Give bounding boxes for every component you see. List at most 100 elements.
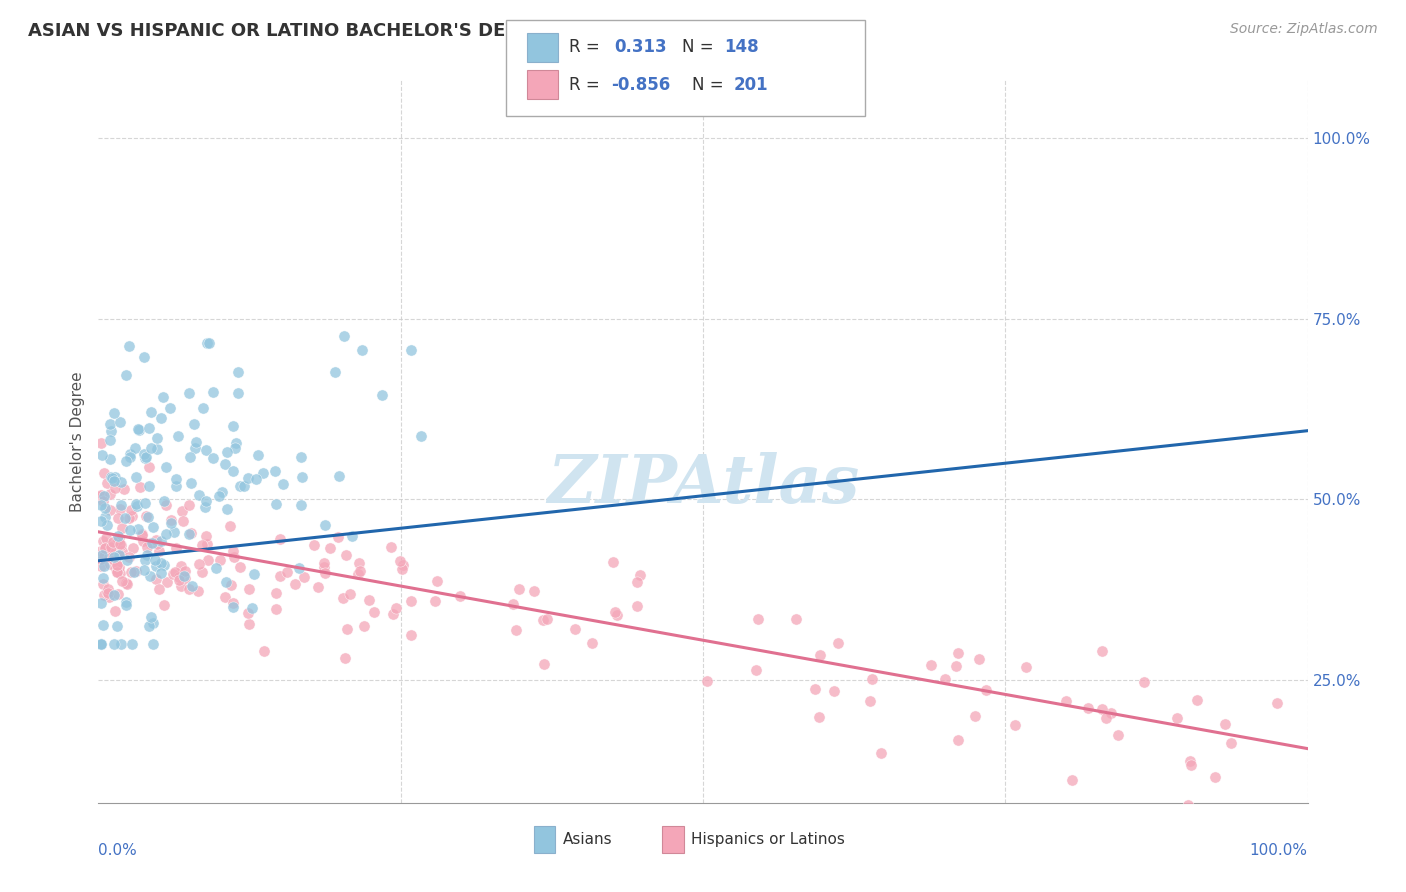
Point: [103, 550, 125, 565]
Point: [124, 441, 146, 455]
Point: [108, 531, 131, 545]
Point: [238, 582, 260, 596]
Text: 201: 201: [734, 76, 769, 94]
Point: [135, 509, 157, 524]
Point: [226, 386, 249, 401]
Point: [90, 544, 112, 558]
Point: [159, 516, 181, 530]
Point: [215, 575, 238, 590]
Point: [98, 486, 121, 500]
Point: [136, 541, 159, 555]
Point: [149, 411, 172, 425]
Point: [180, 476, 202, 491]
Point: [118, 339, 141, 353]
Point: [184, 434, 207, 449]
Point: [105, 565, 128, 579]
Point: [380, 540, 402, 554]
Point: [388, 553, 411, 567]
Point: [114, 368, 136, 382]
Point: [823, 684, 845, 698]
Point: [114, 598, 136, 612]
Point: [180, 526, 202, 541]
Point: [128, 423, 150, 437]
Point: [111, 544, 134, 558]
Point: [314, 566, 336, 580]
Point: [1095, 711, 1118, 725]
Point: [371, 388, 394, 402]
Point: [934, 672, 956, 686]
Point: [138, 479, 160, 493]
Point: [946, 733, 969, 747]
Point: [108, 415, 131, 429]
Point: [150, 566, 173, 581]
Point: [100, 417, 122, 431]
Point: [217, 445, 239, 459]
Point: [115, 454, 138, 468]
Point: [105, 558, 128, 572]
Point: [1180, 758, 1202, 772]
Point: [114, 510, 136, 524]
Point: [859, 694, 882, 708]
Point: [269, 568, 291, 582]
Text: 0.313: 0.313: [614, 38, 666, 56]
Point: [118, 524, 141, 538]
Text: ASIAN VS HISPANIC OR LATINO BACHELOR'S DEGREE CORRELATION CHART: ASIAN VS HISPANIC OR LATINO BACHELOR'S D…: [28, 22, 780, 40]
Point: [224, 442, 246, 456]
Point: [139, 441, 162, 455]
Point: [1177, 797, 1199, 812]
Point: [134, 450, 156, 465]
Point: [145, 533, 167, 547]
Point: [100, 470, 122, 484]
Point: [155, 499, 177, 513]
Point: [114, 594, 136, 608]
Point: [350, 343, 373, 358]
Point: [605, 605, 627, 619]
Point: [159, 513, 181, 527]
Point: [90, 488, 112, 502]
Point: [129, 480, 152, 494]
Point: [242, 601, 264, 615]
Point: [399, 593, 422, 607]
Point: [148, 582, 170, 596]
Point: [94, 532, 117, 546]
Point: [187, 583, 209, 598]
Point: [155, 460, 177, 475]
Point: [205, 561, 228, 575]
Point: [264, 465, 287, 479]
Point: [1099, 706, 1122, 721]
Point: [177, 582, 200, 596]
Point: [1185, 693, 1208, 707]
Point: [531, 613, 554, 627]
Point: [276, 566, 298, 580]
Point: [194, 528, 217, 542]
Point: [98, 433, 121, 447]
Point: [252, 466, 274, 480]
Point: [96, 518, 118, 533]
Point: [110, 475, 132, 490]
Point: [117, 550, 139, 565]
Point: [143, 553, 166, 567]
FancyBboxPatch shape: [534, 826, 555, 854]
Point: [1060, 773, 1083, 788]
Point: [146, 442, 169, 457]
Point: [125, 498, 148, 512]
Point: [745, 664, 768, 678]
Text: 0.0%: 0.0%: [98, 843, 138, 857]
Point: [333, 650, 356, 665]
Point: [172, 514, 194, 528]
Point: [138, 459, 160, 474]
Point: [103, 538, 125, 552]
Point: [107, 548, 129, 562]
Point: [103, 406, 125, 420]
Point: [385, 600, 408, 615]
Point: [696, 674, 718, 689]
Text: N =: N =: [692, 76, 728, 94]
Point: [290, 450, 312, 464]
FancyBboxPatch shape: [662, 826, 683, 854]
Point: [245, 472, 267, 486]
Point: [201, 384, 224, 399]
Point: [211, 485, 233, 500]
Point: [90, 489, 112, 503]
Point: [103, 588, 125, 602]
Point: [1091, 702, 1114, 716]
